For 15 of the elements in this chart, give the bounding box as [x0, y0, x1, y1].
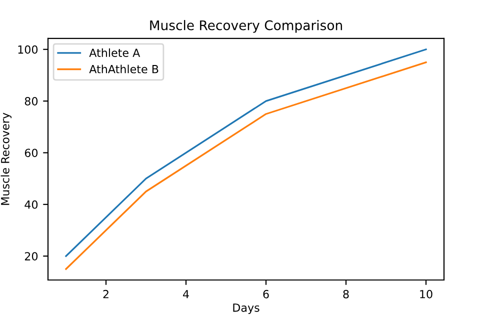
legend-label: AthAthlete B	[89, 64, 158, 74]
y-tick-label: 80	[24, 97, 38, 106]
x-tick-label: 8	[343, 290, 349, 298]
x-tick-label: 4	[183, 290, 189, 298]
y-tick-label: 60	[24, 148, 38, 158]
y-tick-label: 20	[24, 252, 38, 260]
x-tick-label: 6	[263, 290, 269, 298]
y-axis-title: Muscle Recovery	[0, 112, 12, 205]
y-tick-label: 40	[24, 200, 38, 209]
y-tick-label: 100	[18, 45, 38, 54]
x-tick-label: 2	[103, 290, 108, 298]
legend-label: Athlete A	[89, 48, 140, 57]
chart-title: Muscle Recovery Comparison	[150, 20, 342, 33]
x-tick-label: 10	[420, 290, 432, 298]
x-axis-title: Days	[233, 304, 260, 314]
